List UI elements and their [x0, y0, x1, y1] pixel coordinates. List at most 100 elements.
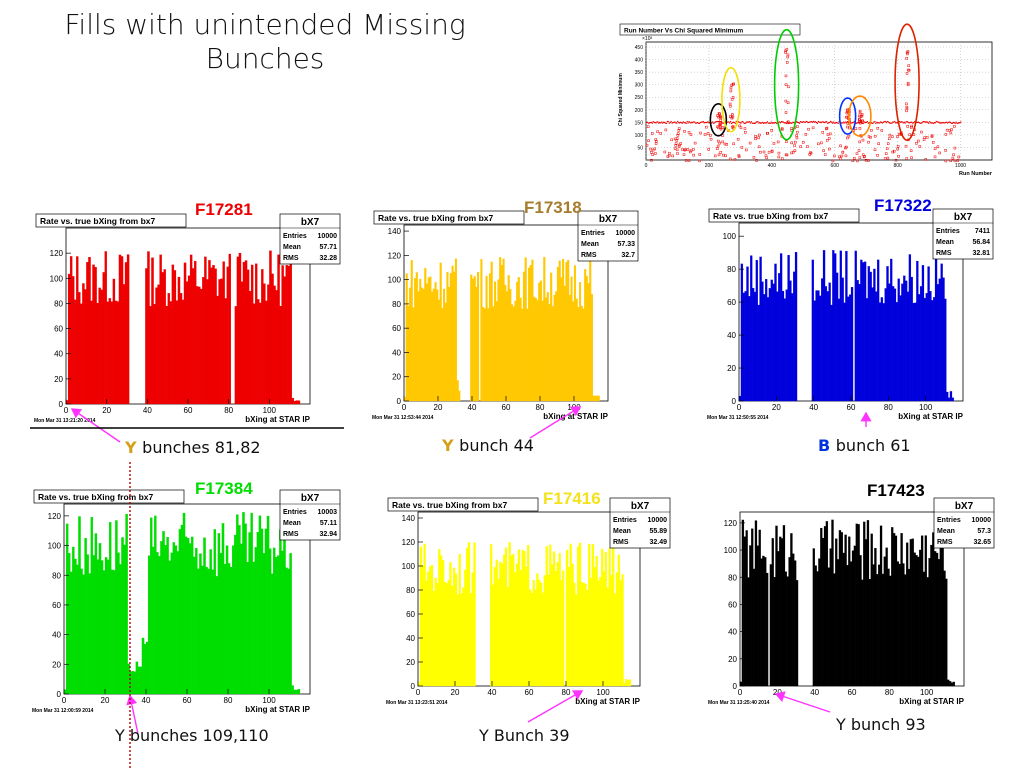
histogram-bar: [238, 252, 242, 405]
histogram-date: Mon Mar 31 13:21:20 2014: [34, 418, 96, 424]
histogram-bar: [196, 286, 199, 405]
histogram-bar: [849, 294, 852, 402]
stats-label: RMS: [283, 531, 299, 538]
histogram-bar: [210, 267, 213, 405]
histogram-bar: [628, 679, 632, 687]
histogram-bar: [72, 546, 75, 695]
histogram-bar: [200, 288, 203, 405]
histogram-bar: [248, 290, 252, 405]
histogram-bar: [523, 551, 526, 687]
histogram-bar: [935, 552, 939, 687]
histogram-ytick: 120: [724, 519, 738, 528]
histogram-bar: [493, 567, 496, 687]
histogram-ytick: 120: [402, 538, 416, 547]
histogram-bar: [154, 515, 157, 695]
histogram-bar: [882, 303, 885, 402]
stats-value: 32.49: [649, 539, 667, 546]
histogram-bar: [847, 296, 850, 402]
histogram-bar: [812, 548, 815, 687]
histogram-bar: [602, 571, 606, 687]
histogram-bar: [67, 273, 71, 405]
histogram-bar: [242, 512, 245, 695]
histogram-bar: [626, 679, 630, 687]
histogram-bar: [936, 284, 940, 402]
histogram-bar: [599, 577, 602, 687]
histogram-bar: [795, 580, 799, 687]
histogram-bar: [453, 567, 456, 687]
histogram-bar: [742, 292, 745, 402]
histogram-xtick: 0: [416, 688, 421, 697]
histogram-bar: [856, 279, 859, 402]
histogram-bar: [149, 517, 153, 695]
stats-value: 57.33: [617, 241, 635, 248]
histogram-bar: [890, 258, 893, 402]
histogram-bar: [827, 567, 830, 687]
histogram-bar: [859, 555, 862, 687]
histogram-bar: [865, 298, 869, 402]
histogram-bar: [219, 553, 223, 695]
histogram-bar: [863, 521, 866, 687]
histogram-bar: [88, 257, 91, 405]
histogram-bar: [888, 283, 891, 402]
histogram-bar: [567, 566, 571, 687]
histogram-bar: [756, 545, 759, 687]
stats-label: Mean: [283, 244, 301, 251]
histogram-bar: [877, 259, 880, 402]
histogram-bar: [818, 558, 821, 687]
histogram-bar: [941, 533, 944, 687]
histogram-bar: [786, 576, 789, 687]
histogram-bar: [153, 304, 156, 405]
histogram-bar: [534, 589, 537, 687]
slide-title-line1: Fills with unintended Missing: [64, 8, 466, 41]
histogram-bar: [295, 400, 299, 405]
histogram-bar: [88, 573, 91, 695]
histogram-bar: [794, 560, 797, 687]
stats-value: 32.94: [319, 531, 337, 538]
histogram-F17423: 0 20 40 60 80 100 120 0 20 40 60 80 100 bX7 Entries 100…: [708, 497, 995, 706]
histogram-bar: [614, 593, 617, 687]
histogram-bar: [222, 261, 225, 405]
histogram-bar: [589, 577, 593, 687]
histogram-bar: [750, 255, 753, 402]
histogram-bar: [74, 558, 77, 695]
histogram-bar: [266, 515, 270, 695]
histogram-bar: [191, 536, 194, 695]
histogram-bar: [98, 543, 102, 695]
histogram-bar: [940, 263, 943, 402]
histogram-bar: [145, 641, 149, 695]
stats-name: bX7: [301, 217, 320, 228]
histogram-bar: [240, 543, 243, 695]
histogram-bar: [510, 555, 513, 687]
caption-text: bunch 61: [835, 436, 911, 455]
histogram-bar: [530, 592, 534, 687]
histogram-title: Rate vs. true bXing from bx7: [713, 211, 829, 221]
ellipse-red: [894, 23, 920, 141]
histogram-bar: [100, 289, 103, 405]
histogram-bar: [227, 563, 231, 695]
stats-label: Mean: [937, 528, 955, 535]
histogram-xlabel: bXing at STAR IP: [245, 415, 310, 424]
histogram-bar: [741, 519, 745, 687]
histogram-bar: [590, 294, 593, 402]
histogram-bar: [863, 261, 867, 402]
histogram-bar: [525, 566, 528, 687]
histogram-bar: [946, 391, 949, 402]
histogram-bar: [221, 523, 225, 695]
histogram-bar: [571, 563, 574, 687]
histogram-bar: [191, 268, 195, 405]
histogram-bar: [606, 587, 609, 687]
histogram-bar: [462, 587, 465, 687]
stats-value: 32.28: [319, 255, 337, 262]
slide-title-line2: Bunches: [205, 42, 325, 75]
histogram-bar: [502, 554, 506, 687]
histogram-bar: [268, 548, 272, 695]
histogram-bar: [126, 254, 130, 405]
histogram-bar: [188, 543, 192, 695]
stats-label: Mean: [936, 239, 954, 246]
histogram-title-box: [35, 213, 187, 228]
histogram-bar: [840, 532, 843, 687]
histogram-ytick: 120: [388, 251, 402, 260]
histogram-bar: [202, 277, 205, 405]
histogram-date: Mon Mar 31 12:53:44 2014: [372, 415, 434, 421]
histogram-bar: [116, 301, 120, 405]
